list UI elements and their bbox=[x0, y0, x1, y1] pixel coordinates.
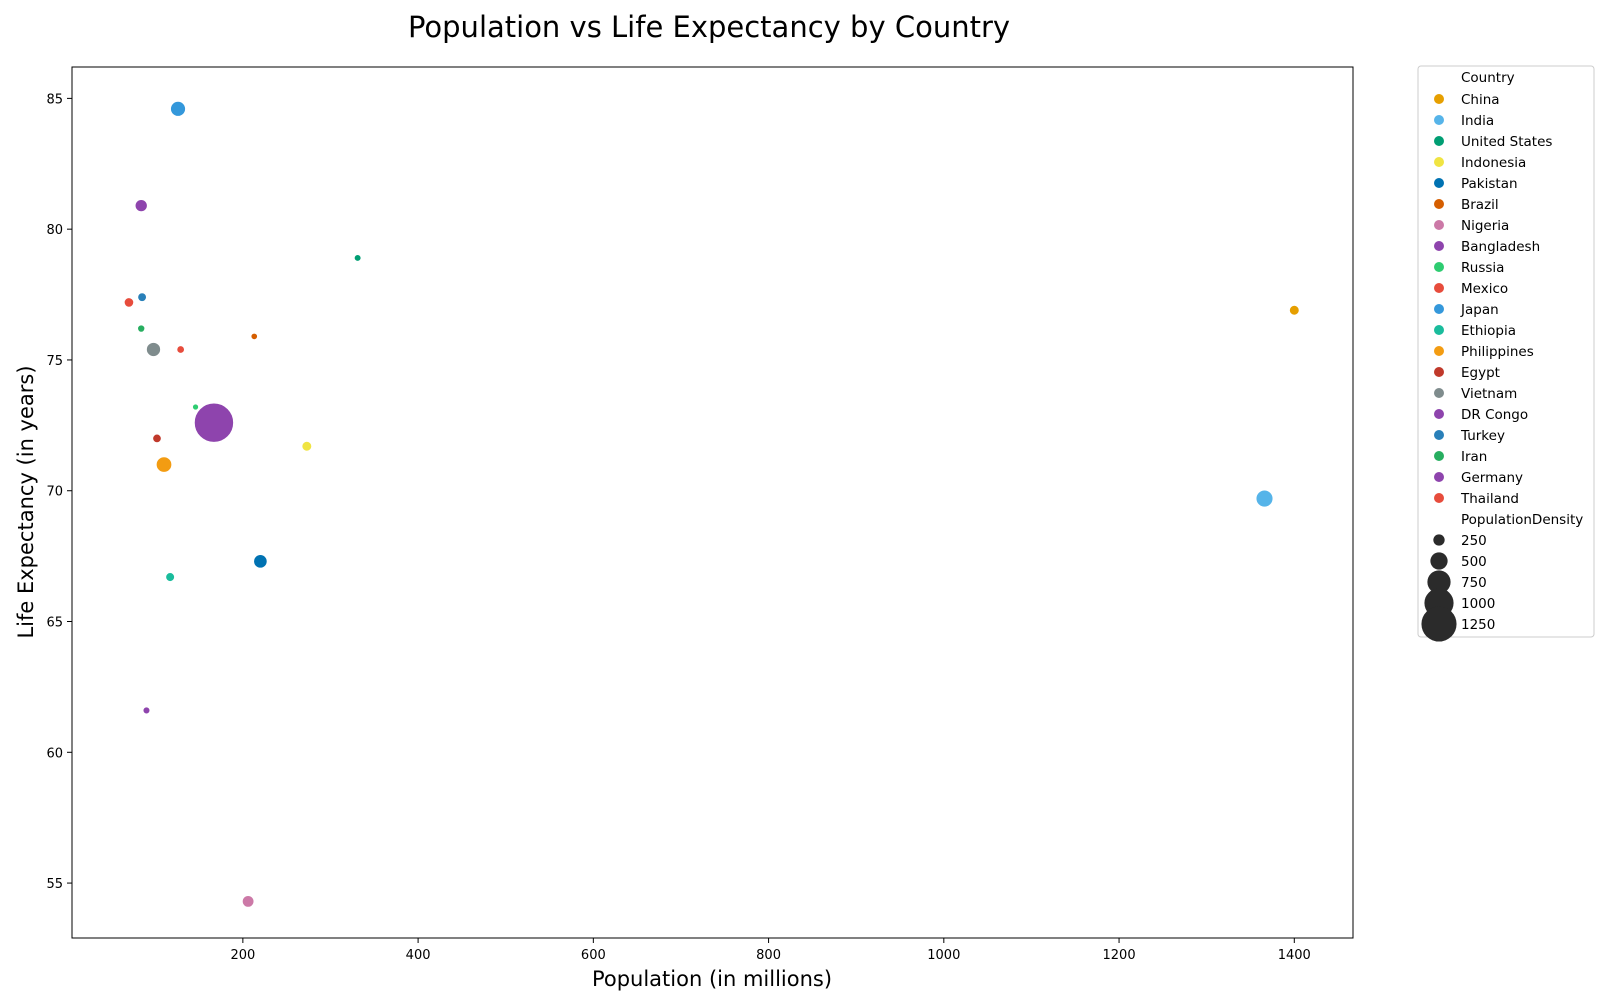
data-point-philippines bbox=[155, 456, 173, 473]
legend-marker-india bbox=[1434, 115, 1444, 125]
data-point-india bbox=[1255, 489, 1274, 508]
y-axis-label: Life Expectancy (in years) bbox=[14, 365, 38, 638]
data-point-dr-congo bbox=[142, 706, 151, 715]
data-point-turkey bbox=[137, 292, 148, 303]
legend-size-label-1250: 1250 bbox=[1461, 617, 1495, 633]
legend-label-india: India bbox=[1461, 113, 1494, 129]
legend-marker-egypt bbox=[1434, 367, 1444, 377]
legend-hue-title: Country bbox=[1461, 70, 1515, 86]
legend-marker-japan bbox=[1434, 304, 1444, 314]
legend-label-thailand: Thailand bbox=[1460, 491, 1519, 507]
y-tick-label: 55 bbox=[46, 877, 63, 892]
x-tick-label: 1200 bbox=[1103, 948, 1136, 963]
legend-marker-philippines bbox=[1434, 346, 1444, 356]
legend-marker-nigeria bbox=[1434, 220, 1444, 230]
legend-marker-pakistan bbox=[1434, 178, 1444, 188]
legend-marker-thailand bbox=[1434, 493, 1444, 503]
data-point-japan bbox=[169, 100, 187, 117]
data-point-vietnam bbox=[145, 341, 162, 358]
data-point-thailand bbox=[123, 297, 135, 308]
legend-frame bbox=[1417, 65, 1595, 638]
x-tick-label: 800 bbox=[756, 948, 781, 963]
legend-label-brazil: Brazil bbox=[1461, 197, 1499, 213]
y-tick-label: 75 bbox=[46, 354, 63, 369]
legend-label-indonesia: Indonesia bbox=[1461, 155, 1526, 171]
legend-size-marker-750 bbox=[1427, 570, 1451, 594]
x-tick-label: 200 bbox=[230, 948, 255, 963]
x-tick-label: 600 bbox=[581, 948, 606, 963]
x-axis-label: Population (in millions) bbox=[592, 967, 832, 991]
legend-label-china: China bbox=[1461, 92, 1500, 108]
y-tick-label: 60 bbox=[46, 746, 63, 761]
x-tick-label: 1400 bbox=[1278, 948, 1311, 963]
legend-label-turkey: Turkey bbox=[1460, 428, 1505, 444]
legend-label-vietnam: Vietnam bbox=[1461, 386, 1517, 402]
data-point-ethiopia bbox=[165, 572, 176, 583]
chart-title: Population vs Life Expectancy by Country bbox=[408, 10, 1010, 44]
x-tick-label: 1000 bbox=[927, 948, 960, 963]
data-point-brazil bbox=[250, 332, 259, 341]
legend: Country China India United States Indonesia… bbox=[1417, 65, 1595, 642]
legend-marker-mexico bbox=[1434, 283, 1444, 293]
legend-label-dr-congo: DR Congo bbox=[1461, 407, 1528, 423]
legend-marker-turkey bbox=[1434, 430, 1444, 440]
plot-frame bbox=[71, 66, 1354, 939]
data-point-russia bbox=[191, 403, 200, 411]
marks-layer bbox=[123, 100, 1300, 908]
legend-size-marker-250 bbox=[1433, 534, 1445, 546]
data-point-nigeria bbox=[241, 894, 255, 908]
legend-label-mexico: Mexico bbox=[1461, 281, 1508, 297]
data-point-china bbox=[1288, 304, 1300, 316]
legend-label-pakistan: Pakistan bbox=[1461, 176, 1518, 192]
y-tick-label: 65 bbox=[46, 616, 63, 631]
data-point-egypt bbox=[152, 433, 162, 444]
legend-size-label-250: 250 bbox=[1461, 533, 1487, 549]
legend-label-philippines: Philippines bbox=[1461, 344, 1534, 360]
data-point-bangladesh bbox=[193, 402, 235, 443]
data-point-united-states bbox=[353, 253, 362, 262]
legend-label-iran: Iran bbox=[1461, 449, 1487, 465]
data-point-indonesia bbox=[301, 440, 313, 452]
legend-size-label-500: 500 bbox=[1461, 554, 1487, 570]
legend-label-united-states: United States bbox=[1461, 134, 1552, 150]
legend-label-egypt: Egypt bbox=[1461, 365, 1500, 381]
legend-marker-dr-congo bbox=[1434, 409, 1444, 419]
legend-size-entries: 250 500 750 1000 1250 bbox=[1421, 533, 1495, 642]
legend-marker-ethiopia bbox=[1434, 325, 1444, 335]
legend-marker-bangladesh bbox=[1434, 241, 1444, 251]
legend-label-russia: Russia bbox=[1461, 260, 1504, 276]
legend-marker-russia bbox=[1434, 262, 1444, 272]
x-tick-label: 400 bbox=[406, 948, 431, 963]
y-tick-label: 70 bbox=[46, 485, 63, 500]
y-axis-ticks: 55 60 65 70 75 80 85 bbox=[46, 92, 72, 892]
data-point-mexico bbox=[176, 345, 186, 354]
legend-label-ethiopia: Ethiopia bbox=[1461, 323, 1516, 339]
legend-marker-brazil bbox=[1434, 199, 1444, 209]
legend-label-japan: Japan bbox=[1460, 302, 1499, 318]
legend-size-marker-1250 bbox=[1421, 606, 1457, 642]
y-tick-label: 85 bbox=[46, 92, 63, 107]
legend-marker-germany bbox=[1434, 472, 1444, 482]
legend-label-germany: Germany bbox=[1461, 470, 1523, 486]
x-axis-ticks: 200 400 600 800 1000 1200 1400 bbox=[230, 938, 1311, 963]
legend-size-label-1000: 1000 bbox=[1461, 596, 1495, 612]
legend-country-entries: China India United States Indonesia Pakistan… bbox=[1434, 92, 1552, 507]
legend-label-nigeria: Nigeria bbox=[1461, 218, 1509, 234]
legend-size-marker-500 bbox=[1430, 552, 1448, 570]
legend-marker-united-states bbox=[1434, 136, 1444, 146]
legend-marker-china bbox=[1434, 94, 1444, 104]
legend-size-title: PopulationDensity bbox=[1461, 512, 1583, 528]
legend-marker-iran bbox=[1434, 451, 1444, 461]
y-tick-label: 80 bbox=[46, 223, 63, 238]
data-point-pakistan bbox=[253, 554, 268, 569]
legend-marker-indonesia bbox=[1434, 157, 1444, 167]
legend-marker-vietnam bbox=[1434, 388, 1444, 398]
legend-label-bangladesh: Bangladesh bbox=[1461, 239, 1540, 255]
data-point-iran bbox=[137, 324, 146, 333]
data-point-germany bbox=[134, 198, 148, 213]
legend-size-label-750: 750 bbox=[1461, 575, 1487, 591]
